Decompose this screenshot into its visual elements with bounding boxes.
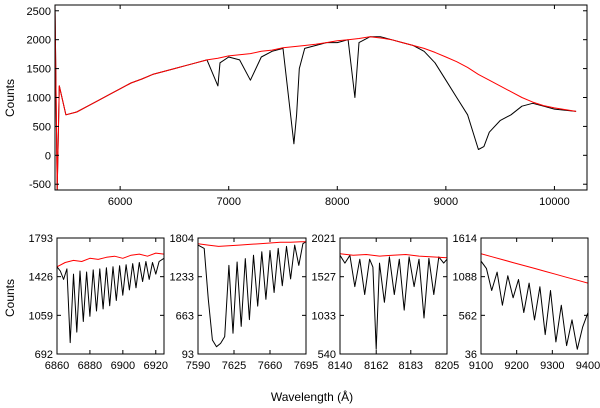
y-tick-label-main: -500 — [29, 179, 51, 191]
y-tick-label-zoom-4: 562 — [459, 310, 477, 322]
x-tick-label-zoom-4: 9400 — [576, 360, 600, 372]
x-tick-label-main: 6000 — [108, 196, 132, 208]
x-tick-label-zoom-1: 6900 — [111, 360, 135, 372]
y-tick-label-main: 1000 — [27, 93, 51, 105]
series-group-zoom-2 — [198, 241, 306, 348]
series-line-zoom-1-2 — [57, 252, 164, 268]
chart-panels: 6000 7000 8000 9000 10000 -500 0 500 1000 1500 200… — [27, 4, 600, 372]
y-tick-label-zoom-2: 1233 — [170, 272, 194, 284]
y-tick-label-zoom-3: 2021 — [312, 233, 336, 245]
series-line-zoom-3-2 — [340, 253, 447, 259]
y-tick-label-zoom-4: 36 — [465, 349, 477, 361]
series-line-zoom-4-2 — [481, 253, 588, 284]
series-group-zoom-1 — [57, 252, 164, 344]
x-tick-label-zoom-1: 6860 — [45, 360, 69, 372]
x-tick-label-zoom-4: 9100 — [469, 360, 493, 372]
series-group-zoom-3 — [340, 253, 447, 350]
y-tick-label-zoom-1: 1426 — [29, 272, 53, 284]
x-tick-label-zoom-2: 7590 — [186, 360, 210, 372]
x-tick-label-zoom-4: 9300 — [540, 360, 564, 372]
y-tick-label-main: 500 — [33, 121, 51, 133]
panel-main: 6000 7000 8000 9000 10000 -500 0 500 1000 1500 200… — [27, 4, 588, 208]
y-tick-label-zoom-1: 1059 — [29, 310, 53, 322]
y-tick-label-zoom-2: 1804 — [170, 233, 194, 245]
x-tick-label-main: 7000 — [216, 196, 240, 208]
y-tick-label-zoom-3: 1527 — [312, 272, 336, 284]
series-line-zoom-3-1 — [340, 254, 447, 350]
x-tick-label-main: 8000 — [325, 196, 349, 208]
x-tick-label-zoom-1: 6920 — [144, 360, 168, 372]
y-axis-label-bottom: Counts — [3, 279, 17, 317]
y-tick-label-main: 1500 — [27, 64, 51, 76]
y-tick-label-zoom-3: 1033 — [312, 310, 336, 322]
panel-zoom-3: 8140 8162 8183 8205 540 1033 1527 2021 — [312, 233, 460, 372]
plot-frame-zoom-2 — [197, 237, 307, 355]
plot-frame-zoom-3 — [339, 237, 448, 355]
series-group-zoom-4 — [481, 253, 588, 350]
x-tick-label-zoom-3: 8183 — [399, 360, 423, 372]
panel-zoom-4: 9100 9200 9300 9400 36 562 1088 1614 — [453, 233, 600, 372]
y-tick-label-main: 2500 — [27, 6, 51, 18]
series-line-zoom-1-1 — [57, 257, 164, 344]
y-tick-label-zoom-2: 93 — [182, 349, 194, 361]
x-tick-label-zoom-2: 7695 — [294, 360, 318, 372]
x-tick-label-main: 9000 — [434, 196, 458, 208]
series-line-main-1 — [55, 5, 577, 190]
series-line-main-2 — [55, 5, 577, 190]
panel-zoom-1: 6860 6880 6900 6920 692 1059 1426 1793 — [29, 233, 168, 372]
x-tick-label-zoom-3: 8140 — [328, 360, 352, 372]
series-line-zoom-2-1 — [198, 241, 306, 348]
x-tick-label-zoom-1: 6880 — [78, 360, 102, 372]
y-tick-label-main: 0 — [45, 150, 51, 162]
y-tick-label-zoom-4: 1614 — [453, 233, 477, 245]
x-axis-label: Wavelength (Å) — [271, 389, 353, 404]
y-tick-label-zoom-1: 692 — [35, 349, 53, 361]
x-tick-label-zoom-2: 7625 — [222, 360, 246, 372]
plot-frame-zoom-4 — [480, 237, 589, 355]
series-line-zoom-2-2 — [198, 241, 306, 247]
series-line-zoom-4-1 — [481, 260, 588, 350]
plot-frame-zoom-1 — [56, 237, 165, 355]
panel-zoom-2: 7590 7625 7660 7695 93 663 1233 1804 — [170, 233, 319, 372]
x-tick-label-main: 10000 — [539, 196, 570, 208]
y-tick-label-main: 2000 — [27, 35, 51, 47]
x-tick-label-zoom-3: 8205 — [435, 360, 459, 372]
x-tick-label-zoom-4: 9200 — [504, 360, 528, 372]
x-tick-label-zoom-2: 7660 — [258, 360, 282, 372]
y-tick-label-zoom-3: 540 — [318, 349, 336, 361]
x-tick-label-zoom-3: 8162 — [364, 360, 388, 372]
y-tick-label-zoom-1: 1793 — [29, 233, 53, 245]
y-tick-label-zoom-4: 1088 — [453, 272, 477, 284]
series-group-main — [55, 5, 577, 190]
y-tick-label-zoom-2: 663 — [176, 310, 194, 322]
y-axis-label-main: Counts — [3, 79, 17, 117]
plot-frame-main — [54, 4, 588, 191]
